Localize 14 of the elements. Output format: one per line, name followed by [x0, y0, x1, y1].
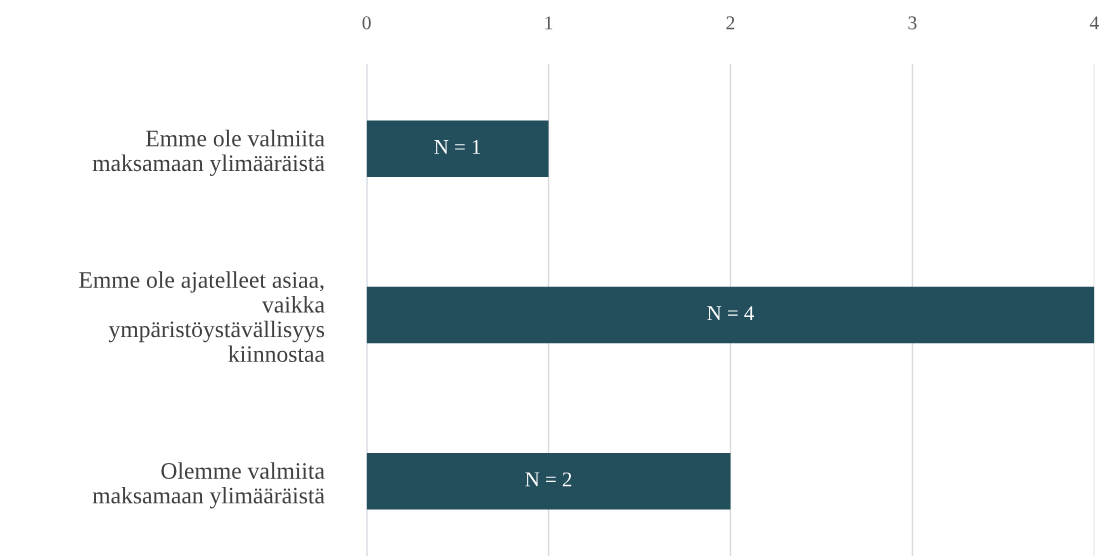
data-label: N = 4	[707, 306, 754, 320]
x-tick-label: 3	[908, 16, 917, 30]
x-tick-label: 2	[726, 16, 735, 30]
bar	[366, 452, 731, 510]
x-tick-label: 0	[362, 16, 371, 30]
bar	[366, 120, 549, 177]
bar	[366, 286, 1095, 344]
data-label: N = 2	[525, 472, 572, 487]
y-tick-label: Emme ole valmiita maksamaan ylimääräistä	[92, 129, 325, 176]
y-tick-label: Emme ole ajatelleet asiaa, vaikka ympäristöystävällisyys kiinnostaa	[79, 271, 325, 363]
y-tick-label: Olemme valmiita maksamaan ylimääräistä	[92, 462, 325, 509]
x-tick-label: 1	[545, 16, 553, 30]
data-label: N = 1	[434, 139, 481, 154]
x-tick-label: 4	[1089, 16, 1099, 30]
